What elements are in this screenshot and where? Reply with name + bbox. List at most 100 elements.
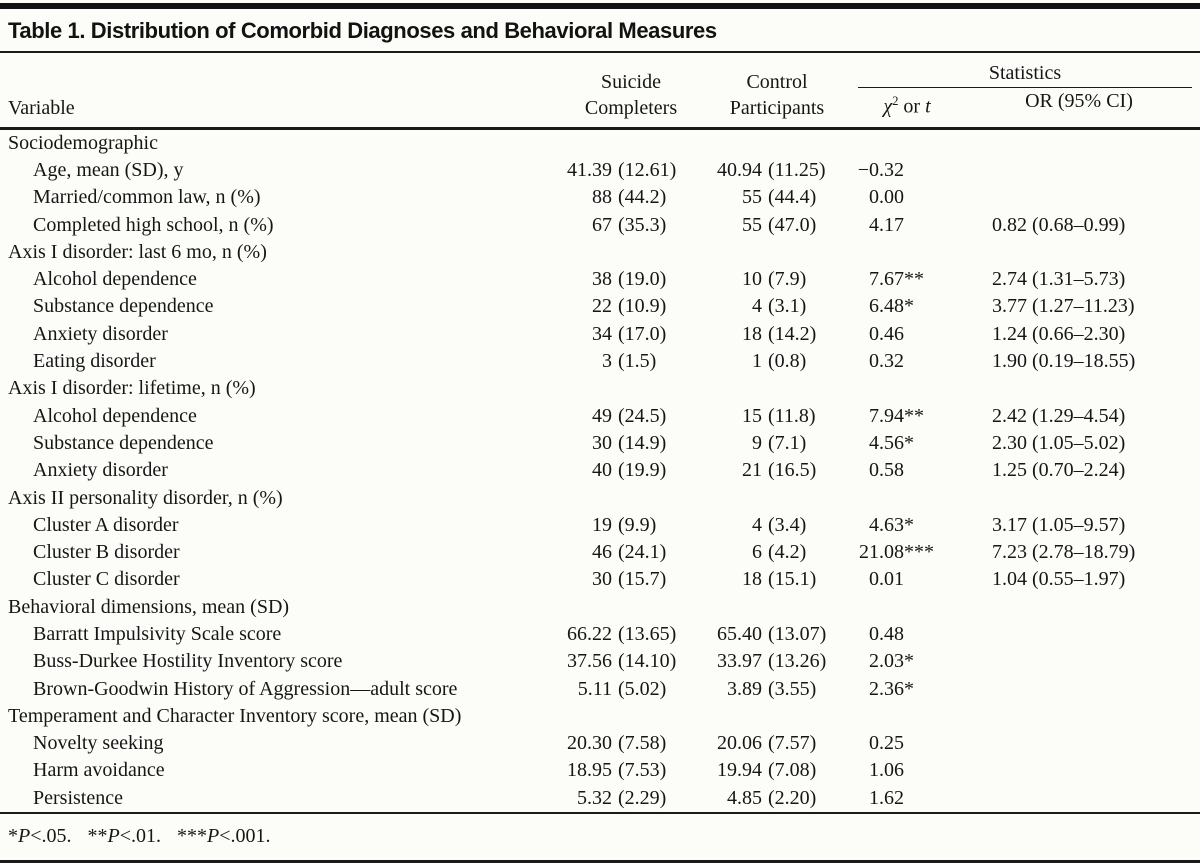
value-parenthetical: (2.29) <box>618 786 667 809</box>
header-suicide-line2: Completers <box>584 96 678 119</box>
value-parenthetical: (11.25) <box>768 158 826 181</box>
value-number: 33.97 <box>717 650 762 673</box>
row-label: Alcohol dependence <box>33 404 197 427</box>
bottom-rule <box>0 860 1200 863</box>
value-parenthetical: (10.9) <box>618 295 667 318</box>
row-label: Persistence <box>33 786 123 809</box>
cell-or-ci: 2.74 (1.31–5.73) <box>992 268 1126 291</box>
row-label: Eating disorder <box>33 350 156 373</box>
header-control-line1: Control <box>746 70 808 93</box>
cell-chi-or-t: 7.67** <box>848 266 966 293</box>
cell-control-participants: 65.40 (13.07) <box>706 621 848 648</box>
cell-suicide-completers: 5.32 (2.29) <box>556 785 706 812</box>
cell-chi-or-t: 4.17 <box>848 212 966 239</box>
table-row: Substance dependence 30 (14.9) 9 (7.1) 4.56* 2… <box>0 430 1200 457</box>
value-number: 9 <box>752 431 762 454</box>
row-label: Sociodemographic <box>8 131 158 154</box>
cell-or-ci <box>966 621 1192 648</box>
cell-chi-or-t: 4.63* <box>848 512 966 539</box>
value-number: 49 <box>592 404 612 427</box>
table-row: Cluster C disorder 30 (15.7) 18 (15.1) 0.01 1.… <box>0 566 1200 593</box>
footnote-stars: ** <box>87 825 108 848</box>
value-parenthetical: (13.26) <box>768 650 827 673</box>
statistic-number: 7.94 <box>869 404 904 427</box>
value-parenthetical: (24.5) <box>618 404 667 427</box>
significance-stars: * <box>904 650 914 673</box>
cell-control-participants: 10 (7.9) <box>706 266 848 293</box>
cell-control-participants: 4.85 (2.20) <box>706 785 848 812</box>
value-parenthetical: (2.20) <box>768 786 817 809</box>
section-row: Sociodemographic <box>0 130 1200 157</box>
cell-or-ci: 2.42 (1.29–4.54) <box>992 404 1126 427</box>
value-parenthetical: (24.1) <box>618 541 667 564</box>
statistic-number: 4.17 <box>869 213 904 236</box>
value-parenthetical: (11.8) <box>768 404 816 427</box>
value-number: 1 <box>752 350 762 373</box>
cell-or-ci: 2.30 (1.05–5.02) <box>992 431 1126 454</box>
cell-chi-or-t: 0.01 <box>848 566 966 593</box>
or-word: or <box>903 95 921 118</box>
value-number: 6 <box>752 541 762 564</box>
value-number: 4 <box>752 513 762 536</box>
cell-control-participants: 55 (44.4) <box>706 184 848 211</box>
cell-chi-or-t: 0.00 <box>848 184 966 211</box>
cell-control-participants: 18 (14.2) <box>706 321 848 348</box>
value-number: 46 <box>592 541 612 564</box>
footnote-threshold: <.01. <box>119 825 161 848</box>
section-row: Axis II personality disorder, n (%) <box>0 485 1200 512</box>
cell-suicide-completers: 46 (24.1) <box>556 539 706 566</box>
value-number: 19.94 <box>717 759 762 782</box>
table-row: Persistence 5.32 (2.29) 4.85 (2.20) 1.62 <box>0 785 1200 812</box>
footnote-p01: **P<.01. <box>88 825 162 847</box>
value-number: 34 <box>592 322 612 345</box>
cell-suicide-completers: 18.95 (7.53) <box>556 757 706 784</box>
chi-exponent: 2 <box>892 94 899 108</box>
table-body: Sociodemographic Age, mean (SD), y 41.39 (1… <box>0 130 1200 812</box>
cell-chi-or-t: 2.03* <box>848 648 966 675</box>
value-parenthetical: (44.4) <box>768 186 817 209</box>
cell-or-ci <box>966 676 1192 703</box>
value-parenthetical: (12.61) <box>618 158 677 181</box>
row-label: Barratt Impulsivity Scale score <box>33 623 282 645</box>
value-number: 41.39 <box>567 158 612 181</box>
column-header-control-participants: Control Participants <box>706 61 848 121</box>
cell-control-participants: 55 (47.0) <box>706 212 848 239</box>
cell-control-participants: 4 (3.4) <box>706 512 848 539</box>
cell-or-ci: 3.77 (1.27–11.23) <box>992 295 1135 318</box>
table-row: Buss-Durkee Hostility Inventory score 37.… <box>0 648 1200 675</box>
table-row: Cluster B disorder 46 (24.1) 6 (4.2) 21.08***… <box>0 539 1200 566</box>
value-parenthetical: (1.5) <box>618 350 657 373</box>
cell-or-ci: 0.82 (0.68–0.99) <box>992 213 1126 236</box>
value-number: 66.22 <box>567 623 612 645</box>
row-label: Novelty seeking <box>33 732 164 755</box>
footnote-p05: *P<.05. <box>8 825 72 847</box>
value-number: 40.94 <box>717 158 762 181</box>
column-header-chi-or-t: χ2 or t <box>848 88 966 121</box>
cell-suicide-completers: 40 (19.9) <box>556 457 706 484</box>
value-parenthetical: (9.9) <box>618 513 657 536</box>
title-divider <box>0 51 1200 53</box>
cell-or-ci <box>966 648 1192 675</box>
table-row: Barratt Impulsivity Scale score 66.22 (13.… <box>0 621 1200 648</box>
table-row: Substance dependence 22 (10.9) 4 (3.1) 6.48* 3… <box>0 293 1200 320</box>
value-number: 4.85 <box>727 786 762 809</box>
footnote-p: P <box>207 825 220 848</box>
cell-or-ci <box>966 757 1192 784</box>
chi-symbol: χ <box>883 95 893 118</box>
value-parenthetical: (7.9) <box>768 268 807 291</box>
cell-suicide-completers: 20.30 (7.58) <box>556 730 706 757</box>
cell-or-ci: 1.90 (0.19–18.55) <box>992 350 1136 373</box>
statistic-number: 2.36 <box>869 677 904 700</box>
significance-stars: * <box>904 295 914 318</box>
value-number: 37.56 <box>567 650 612 673</box>
significance-stars: * <box>904 677 914 700</box>
value-parenthetical: (7.57) <box>768 732 817 755</box>
section-row: Axis I disorder: last 6 mo, n (%) <box>0 239 1200 266</box>
row-label: Buss-Durkee Hostility Inventory score <box>33 650 343 673</box>
value-parenthetical: (0.8) <box>768 350 807 373</box>
column-header-variable: Variable <box>8 96 75 119</box>
row-label: Completed high school, n (%) <box>33 213 274 236</box>
cell-chi-or-t: 0.58 <box>848 457 966 484</box>
value-number: 65.40 <box>717 623 762 645</box>
value-number: 55 <box>742 186 762 209</box>
